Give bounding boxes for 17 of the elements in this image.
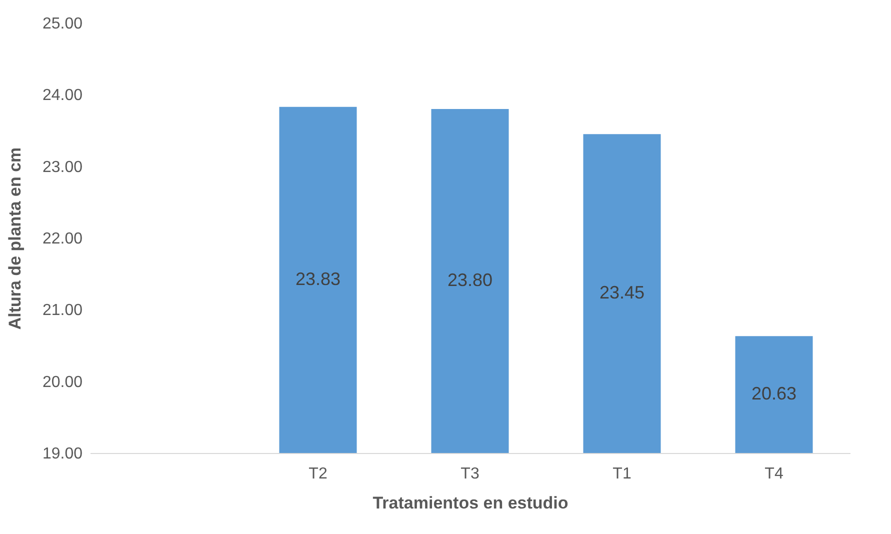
- data-label: 20.63: [751, 384, 797, 404]
- x-tick-label: T4: [764, 466, 784, 482]
- y-tick-label: 22.00: [42, 230, 83, 248]
- y-axis-title: Altura de planta en cm: [5, 147, 24, 330]
- y-tick-label: 20.00: [42, 374, 83, 391]
- data-label: 23.83: [295, 268, 341, 289]
- x-tick-label: T1: [612, 466, 632, 482]
- y-tick-label: 24.00: [42, 87, 83, 104]
- x-tick-label: T2: [308, 466, 328, 482]
- y-tick-label: 19.00: [42, 446, 83, 462]
- x-tick-label: T3: [460, 466, 480, 482]
- y-tick-label: 21.00: [42, 302, 83, 320]
- y-tick-label: 23.00: [42, 158, 83, 176]
- data-label: 23.45: [599, 282, 645, 303]
- x-axis-title: Tratamientos en estudio: [372, 494, 568, 512]
- data-label: 23.80: [447, 270, 493, 290]
- y-tick-label: 25.00: [42, 16, 83, 32]
